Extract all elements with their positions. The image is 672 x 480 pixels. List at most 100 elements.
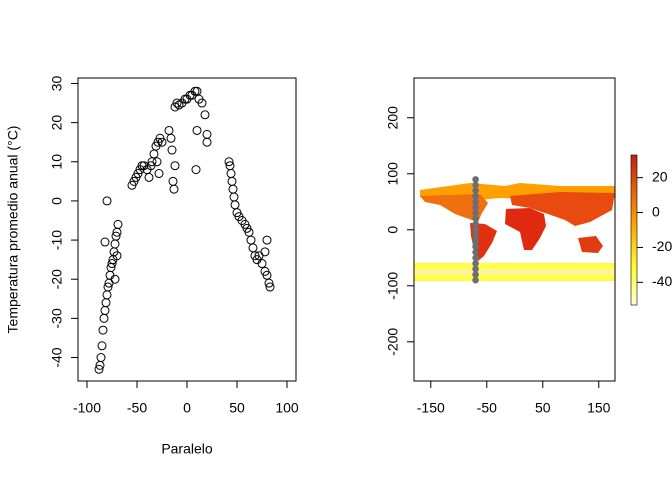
y-tick-label: -200: [385, 328, 401, 356]
point: [172, 98, 182, 108]
point: [112, 251, 122, 261]
point: [100, 237, 110, 247]
point: [472, 254, 479, 262]
y-tick-label: 30: [49, 75, 65, 91]
point: [99, 313, 109, 323]
y-tick-label: -20: [49, 269, 65, 289]
point: [229, 192, 239, 202]
point: [100, 306, 110, 316]
point: [107, 259, 117, 269]
y-tick-label: 100: [385, 162, 401, 186]
point: [472, 176, 479, 183]
x-tick-label: -100: [73, 400, 101, 416]
point: [197, 98, 207, 108]
point: [257, 259, 267, 269]
point: [102, 196, 112, 206]
point: [144, 172, 154, 182]
point: [101, 298, 111, 308]
point: [227, 176, 237, 186]
point: [191, 165, 201, 175]
point: [248, 243, 258, 253]
plot-frame: [413, 77, 616, 382]
point: [226, 169, 236, 179]
y-axis-label: Temperatura promedio anual (°C): [5, 126, 21, 334]
point: [96, 353, 106, 363]
point: [166, 133, 176, 143]
point: [167, 145, 177, 155]
colorbar: [630, 154, 638, 306]
point: [97, 341, 107, 351]
point: [102, 290, 112, 300]
point: [230, 200, 240, 210]
point: [200, 110, 210, 120]
point: [94, 364, 104, 374]
colorbar-tick-label: -20: [652, 238, 672, 254]
point: [157, 137, 167, 147]
point: [472, 271, 479, 278]
point: [472, 226, 479, 234]
x-axis-label: Paralelo: [161, 441, 213, 457]
plot-frame: [77, 77, 297, 382]
x-tick-label: 150: [587, 400, 611, 416]
point: [98, 325, 108, 335]
point: [472, 198, 479, 206]
y-tick-label: 10: [49, 154, 65, 170]
point: [472, 187, 479, 194]
point: [472, 215, 479, 222]
x-tick-label: 50: [535, 400, 551, 416]
point: [111, 231, 121, 241]
x-tick-label: 0: [183, 400, 191, 416]
point: [472, 260, 479, 267]
point: [472, 243, 479, 250]
point: [110, 274, 120, 284]
point: [265, 282, 275, 292]
x-tick-label: -50: [477, 400, 497, 416]
point: [472, 220, 479, 228]
point: [113, 219, 123, 229]
point: [264, 278, 274, 288]
point: [472, 237, 479, 245]
y-tick-label: -100: [385, 272, 401, 300]
point: [246, 235, 256, 245]
point: [164, 125, 174, 135]
colorbar-tick-label: -40: [652, 273, 672, 289]
point: [262, 235, 272, 245]
point: [149, 149, 159, 159]
point: [168, 176, 178, 186]
map-raster: [414, 183, 615, 281]
x-tick-label: 50: [229, 400, 245, 416]
point: [472, 248, 479, 256]
point: [154, 169, 164, 179]
y-tick-label: -10: [49, 230, 65, 250]
point: [228, 184, 238, 194]
point: [152, 157, 162, 167]
colorbar-tick-label: 0: [652, 203, 660, 219]
x-tick-label: -150: [417, 400, 445, 416]
point: [202, 137, 212, 147]
point: [169, 184, 179, 194]
y-tick-label: 200: [385, 106, 401, 130]
point: [260, 266, 270, 276]
point: [472, 204, 479, 211]
colorbar-tick-label: 20: [652, 168, 668, 184]
point: [472, 276, 479, 284]
point: [192, 125, 202, 135]
point: [110, 239, 120, 249]
x-tick-label: 100: [275, 400, 299, 416]
point: [103, 282, 113, 292]
point: [170, 161, 180, 171]
point: [224, 157, 234, 167]
x-tick-label: -50: [127, 400, 147, 416]
point: [260, 247, 270, 257]
y-tick-label: 0: [385, 226, 401, 234]
point: [472, 209, 479, 217]
y-tick-label: -40: [49, 347, 65, 367]
y-tick-label: 0: [49, 197, 65, 205]
point: [174, 100, 184, 110]
point: [472, 181, 479, 189]
point: [472, 192, 479, 200]
y-tick-label: -30: [49, 308, 65, 328]
point: [202, 129, 212, 139]
y-tick-label: 20: [49, 115, 65, 131]
